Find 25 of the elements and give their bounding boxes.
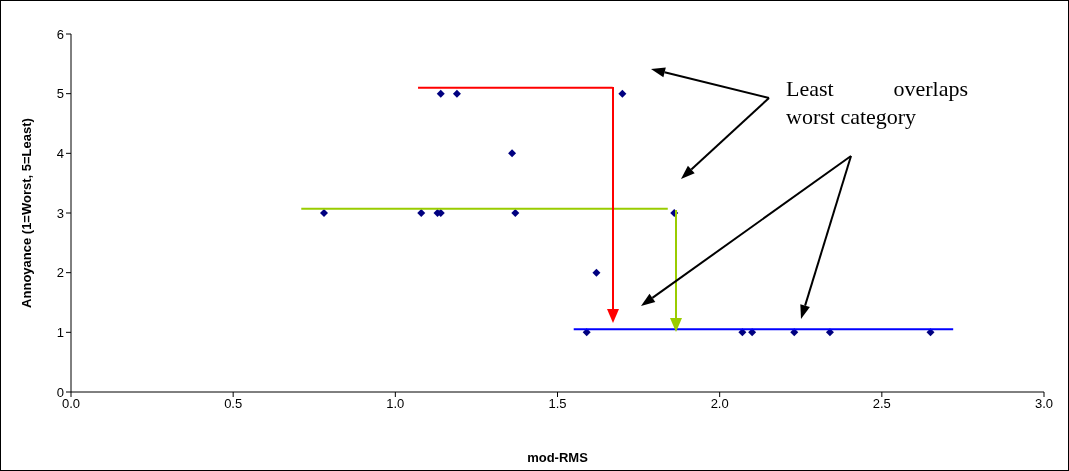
y-axis-title: Annoyance (1=Worst, 5=Least)	[18, 118, 34, 308]
x-tick-label: 3.0	[1034, 396, 1054, 412]
x-tick-label: 1.0	[386, 396, 405, 412]
x-tick-label: 0.0	[61, 396, 81, 412]
point	[618, 89, 627, 98]
y-tick-label: 6	[56, 26, 64, 42]
y-tick-label: 3	[56, 205, 64, 221]
point	[417, 209, 426, 217]
y-tick-label: 0	[56, 384, 64, 400]
y-tick-label: 4	[56, 145, 64, 161]
x-tick-label: 2.0	[710, 396, 729, 412]
point	[436, 89, 445, 98]
x-axis-title: mod-RMS	[527, 450, 589, 465]
point	[511, 209, 520, 217]
point	[319, 209, 328, 217]
x-tick-label: 2.5	[872, 396, 891, 412]
y-tick-label: 1	[56, 324, 64, 340]
y-tick-label: 2	[56, 265, 64, 281]
x-tick-label: 1.5	[548, 396, 567, 412]
x-tick-label: 0.5	[224, 396, 243, 412]
annotation: Least overlaps worst category	[786, 75, 968, 131]
y-tick-label: 5	[56, 86, 64, 102]
point	[592, 268, 601, 277]
point	[508, 149, 517, 158]
point	[452, 89, 461, 98]
